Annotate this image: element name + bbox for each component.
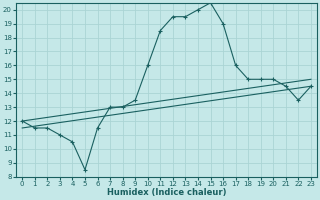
X-axis label: Humidex (Indice chaleur): Humidex (Indice chaleur): [107, 188, 226, 197]
